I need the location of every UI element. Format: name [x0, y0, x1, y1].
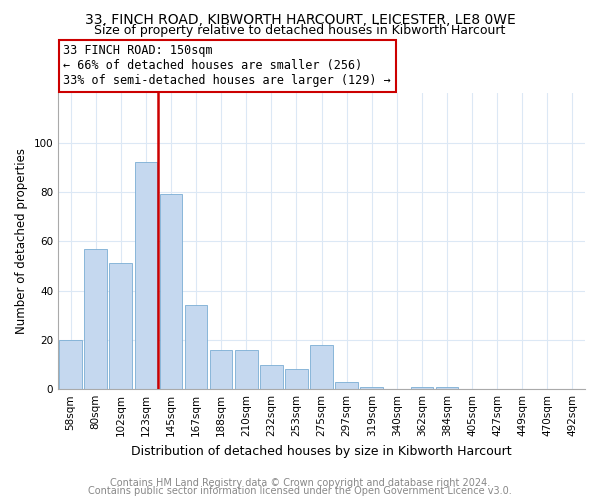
Bar [361, 386, 383, 389]
Bar [109, 264, 132, 389]
Bar [134, 162, 157, 389]
Bar [210, 350, 232, 389]
Bar [285, 370, 308, 389]
Bar [260, 364, 283, 389]
Y-axis label: Number of detached properties: Number of detached properties [15, 148, 28, 334]
Text: Size of property relative to detached houses in Kibworth Harcourt: Size of property relative to detached ho… [94, 24, 506, 37]
Text: 33, FINCH ROAD, KIBWORTH HARCOURT, LEICESTER, LE8 0WE: 33, FINCH ROAD, KIBWORTH HARCOURT, LEICE… [85, 12, 515, 26]
Bar [436, 386, 458, 389]
Bar [235, 350, 257, 389]
Bar [185, 306, 208, 389]
Text: 33 FINCH ROAD: 150sqm
← 66% of detached houses are smaller (256)
33% of semi-det: 33 FINCH ROAD: 150sqm ← 66% of detached … [64, 44, 391, 88]
Bar [410, 386, 433, 389]
Bar [85, 248, 107, 389]
Bar [59, 340, 82, 389]
Text: Contains HM Land Registry data © Crown copyright and database right 2024.: Contains HM Land Registry data © Crown c… [110, 478, 490, 488]
Bar [160, 194, 182, 389]
Bar [335, 382, 358, 389]
X-axis label: Distribution of detached houses by size in Kibworth Harcourt: Distribution of detached houses by size … [131, 444, 512, 458]
Bar [310, 345, 333, 389]
Text: Contains public sector information licensed under the Open Government Licence v3: Contains public sector information licen… [88, 486, 512, 496]
